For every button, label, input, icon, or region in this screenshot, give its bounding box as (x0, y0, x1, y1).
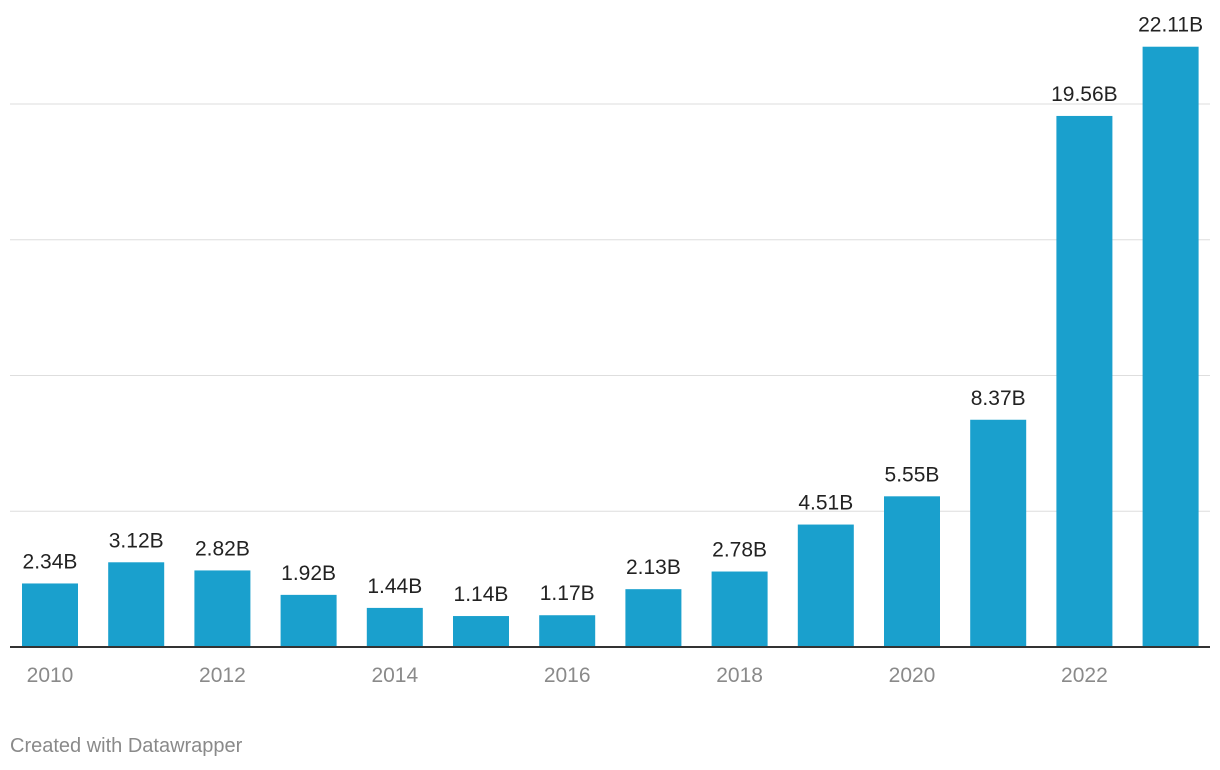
x-tick-label-2016: 2016 (544, 664, 591, 687)
x-axis: 2010 2012 2014 2016 2018 2020 2022 (10, 646, 1210, 687)
value-label-2018: 2.78B (712, 539, 767, 562)
value-label-2022: 19.56B (1051, 83, 1118, 106)
bar-2015 (453, 616, 509, 647)
value-label-2019: 4.51B (798, 492, 853, 515)
value-label-2010: 2.34B (23, 550, 78, 573)
value-label-2023: 22.11B (1138, 14, 1203, 37)
value-label-2020: 5.55B (885, 463, 940, 486)
x-tick-label-2010: 2010 (27, 664, 74, 687)
bar-2020 (884, 496, 940, 647)
gridlines (10, 103, 1210, 512)
bar-2017 (625, 589, 682, 647)
bar-value-labels: 2.34B 3.12B 2.82B 1.92B 1.44B 1.14B 1.17B 2.13B… (23, 14, 1204, 606)
bar-2018 (711, 571, 768, 647)
credit-text: Created with Datawrapper (10, 735, 243, 757)
value-label-2013: 1.92B (281, 562, 336, 585)
bar-2021 (970, 419, 1027, 647)
value-label-2016: 1.17B (540, 582, 595, 605)
bar-chart: 2.34B 3.12B 2.82B 1.92B 1.44B 1.14B 1.17B 2.13B… (10, 14, 1210, 687)
bar-2022 (1056, 115, 1113, 648)
bar-2023 (1142, 46, 1199, 647)
value-label-2011: 3.12B (109, 529, 164, 552)
bar-2013 (280, 594, 337, 647)
value-label-2021: 8.37B (971, 387, 1026, 410)
x-tick-label-2020: 2020 (889, 664, 936, 687)
x-tick-label-2022: 2022 (1061, 664, 1108, 687)
value-label-2015: 1.14B (454, 583, 509, 606)
bar-2014 (366, 607, 423, 647)
x-tick-label-2018: 2018 (716, 664, 763, 687)
bars (22, 46, 1199, 648)
bar-2016 (539, 615, 596, 647)
x-tick-label-2012: 2012 (199, 664, 246, 687)
value-label-2012: 2.82B (195, 537, 250, 560)
bar-2010 (22, 583, 78, 647)
bar-2019 (797, 524, 854, 647)
value-label-2014: 1.44B (367, 575, 422, 598)
bar-2012 (194, 570, 251, 647)
value-label-2017: 2.13B (626, 556, 681, 579)
x-tick-label-2014: 2014 (371, 664, 418, 687)
bar-2011 (108, 562, 165, 647)
